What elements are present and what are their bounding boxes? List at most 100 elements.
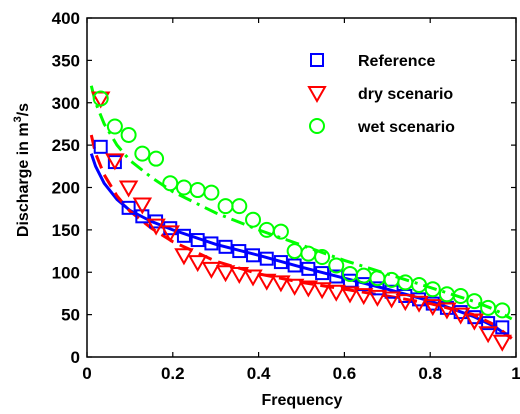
- point-wet-scenario: [286, 243, 303, 260]
- point-dry-scenario: [229, 266, 250, 284]
- point-wet-scenario: [424, 281, 441, 298]
- point-wet-scenario: [231, 198, 248, 215]
- point-reference: [481, 316, 496, 331]
- point-dry-scenario: [257, 273, 277, 291]
- point-dry-scenario: [423, 299, 443, 317]
- point-dry-scenario: [326, 284, 346, 302]
- point-dry-scenario: [160, 225, 180, 243]
- point-dry-scenario: [367, 289, 388, 307]
- plot-frame: [86, 17, 517, 358]
- point-reference: [232, 244, 247, 259]
- point-dry-scenario: [478, 326, 498, 344]
- point-wet-scenario: [189, 182, 206, 199]
- fit-line-wet-scenario: [89, 85, 513, 321]
- point-wet-scenario: [328, 257, 345, 274]
- point-dry-scenario: [395, 294, 416, 312]
- point-dry-scenario: [243, 269, 263, 287]
- fit-line-reference: [89, 153, 513, 340]
- y-tick-label: 100: [52, 263, 80, 282]
- point-dry-scenario: [118, 180, 139, 198]
- y-tick-label: 400: [52, 9, 80, 28]
- point-reference: [315, 266, 330, 281]
- point-wet-scenario: [106, 118, 123, 135]
- point-wet-scenario: [272, 223, 289, 240]
- x-axis-label: Frequency: [262, 392, 343, 409]
- point-dry-scenario: [271, 275, 291, 293]
- point-dry-scenario: [132, 197, 153, 215]
- point-wet-scenario: [217, 198, 234, 215]
- y-axis-label-superscript: 3: [12, 116, 24, 122]
- point-wet-scenario: [466, 293, 483, 310]
- y-tick-label: 350: [52, 51, 80, 70]
- point-wet-scenario: [245, 211, 262, 228]
- point-reference: [259, 251, 274, 266]
- y-tick-label: 300: [52, 94, 80, 113]
- x-tick-label: 1: [511, 364, 520, 383]
- point-reference: [93, 139, 108, 154]
- point-dry-scenario: [201, 261, 222, 279]
- point-reference: [176, 228, 191, 243]
- y-axis-label-main: Discharge in m: [15, 122, 32, 237]
- data-markers: [91, 90, 512, 352]
- point-wet-scenario: [148, 150, 165, 167]
- y-axis-label: Discharge in m3/s: [12, 103, 32, 237]
- x-tick-label: 0.4: [247, 364, 271, 383]
- y-tick-label: 200: [52, 179, 80, 198]
- point-wet-scenario: [314, 248, 331, 265]
- point-reference: [190, 233, 205, 248]
- point-reference: [329, 269, 344, 284]
- point-wet-scenario: [175, 179, 192, 196]
- legend-label-reference: Reference: [358, 53, 435, 70]
- point-reference: [246, 248, 261, 263]
- y-tick-label: 250: [52, 136, 80, 155]
- x-tick-label: 0.6: [333, 364, 357, 383]
- y-tick-label: 50: [61, 306, 80, 325]
- legend-label-wet-scenario: wet scenario: [357, 119, 455, 136]
- legend-marker-reference: [310, 53, 324, 67]
- legend-label-dry-scenario: dry scenario: [358, 86, 453, 103]
- y-tick-label: 150: [52, 221, 80, 240]
- point-reference: [301, 261, 316, 276]
- x-tick-label: 0: [82, 364, 91, 383]
- point-dry-scenario: [312, 282, 332, 300]
- point-reference: [273, 255, 288, 270]
- point-wet-scenario: [452, 287, 469, 304]
- axes: 0 0.2 0.4 0.6 0.8 1 0 50 100 150 200 250 300 350 400: [52, 9, 520, 383]
- point-dry-scenario: [284, 278, 305, 296]
- point-wet-scenario: [494, 302, 511, 319]
- point-reference: [287, 258, 302, 273]
- point-dry-scenario: [409, 295, 429, 313]
- x-tick-label: 0.8: [418, 364, 442, 383]
- point-wet-scenario: [355, 267, 372, 284]
- point-dry-scenario: [464, 313, 485, 331]
- point-dry-scenario: [215, 265, 236, 283]
- point-wet-scenario: [397, 274, 414, 291]
- legend: Reference dry scenario wet scenario: [307, 53, 455, 136]
- point-reference: [218, 239, 233, 254]
- point-dry-scenario: [298, 280, 319, 298]
- point-dry-scenario: [437, 302, 457, 320]
- legend-marker-dry-scenario: [307, 86, 327, 104]
- legend-marker-wet-scenario: [309, 118, 325, 134]
- y-axis-label-tail: /s: [15, 103, 32, 116]
- point-wet-scenario: [120, 126, 137, 143]
- point-dry-scenario: [381, 291, 402, 309]
- point-dry-scenario: [340, 286, 360, 304]
- x-tick-label: 0.2: [161, 364, 185, 383]
- point-dry-scenario: [353, 288, 374, 306]
- y-tick-label: 0: [71, 348, 80, 367]
- point-dry-scenario: [105, 153, 125, 171]
- point-wet-scenario: [134, 145, 151, 162]
- point-dry-scenario: [174, 248, 194, 266]
- point-dry-scenario: [187, 255, 208, 273]
- point-wet-scenario: [162, 175, 179, 192]
- point-dry-scenario: [146, 218, 166, 236]
- point-wet-scenario: [92, 90, 109, 107]
- point-dry-scenario: [492, 334, 512, 352]
- point-reference: [135, 209, 150, 224]
- point-reference: [121, 200, 136, 215]
- point-reference: [204, 236, 219, 251]
- point-wet-scenario: [203, 184, 220, 201]
- point-wet-scenario: [300, 245, 317, 262]
